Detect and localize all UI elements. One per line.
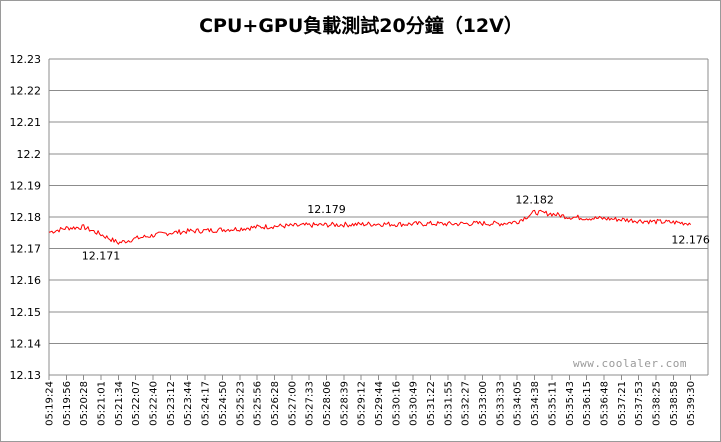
x-tick-label: 05:39:30: [686, 381, 697, 426]
x-tick-label: 05:23:44: [183, 381, 194, 426]
x-tick-label: 05:29:44: [374, 381, 385, 426]
watermark: www.coolaler.com: [573, 357, 687, 370]
x-tick-label: 05:27:33: [305, 381, 316, 426]
y-axis-ticks: 12.1312.1412.1512.1612.1712.1812.1912.21…: [10, 53, 42, 382]
x-axis-ticks: 05:19:24 05:19:56 05:20:28 05:21:01 05:21:34…: [45, 375, 697, 426]
x-tick-label: 05:25:56: [253, 381, 264, 426]
x-tick-label: 05:37:21: [617, 381, 628, 426]
x-tick-label: 05:20:28: [79, 381, 90, 426]
x-tick-label: 05:26:28: [270, 381, 281, 426]
x-tick-label: 05:30:49: [409, 381, 420, 426]
x-tick-label: 05:35:43: [565, 381, 576, 426]
y-tick-label: 12.17: [10, 243, 42, 256]
x-tick-label: 05:24:50: [218, 381, 229, 426]
y-tick-label: 12.13: [10, 369, 42, 382]
watermark-text: www.coolaler.com: [573, 357, 687, 370]
x-tick-label: 05:23:12: [166, 381, 177, 426]
y-tick-label: 12.2: [17, 148, 42, 161]
x-tick-label: 05:34:05: [513, 381, 524, 426]
x-tick-label: 05:33:00: [478, 381, 489, 426]
x-tick-label: 05:22:07: [131, 381, 142, 426]
x-tick-label: 05:29:12: [357, 381, 368, 426]
x-tick-label: 05:32:27: [461, 381, 472, 426]
x-tick-label: 05:28:39: [339, 381, 350, 426]
x-tick-label: 05:38:58: [669, 381, 680, 426]
chart-title: CPU+GPU負載測試20分鐘（12V）: [199, 14, 523, 37]
y-tick-label: 12.23: [10, 53, 42, 66]
x-tick-label: 05:31:55: [443, 381, 454, 426]
y-tick-label: 12.22: [10, 85, 42, 98]
x-tick-label: 05:37:53: [634, 381, 645, 426]
x-tick-label: 05:34:38: [530, 381, 541, 426]
x-tick-label: 05:35:11: [547, 381, 558, 426]
x-tick-label: 05:27:00: [287, 381, 298, 426]
x-tick-label: 05:33:33: [495, 381, 506, 426]
x-tick-label: 05:36:15: [582, 381, 593, 426]
x-tick-label: 05:25:23: [235, 381, 246, 426]
data-label: 12.171: [82, 249, 121, 262]
x-tick-label: 05:36:48: [599, 381, 610, 426]
x-tick-label: 05:21:01: [97, 381, 108, 426]
y-tick-label: 12.16: [10, 274, 42, 287]
data-labels: 12.171 12.179 12.182 12.176: [82, 194, 710, 263]
y-tick-label: 12.15: [10, 306, 42, 319]
x-tick-label: 05:21:34: [114, 381, 125, 426]
x-tick-label: 05:31:22: [426, 381, 437, 426]
y-tick-label: 12.18: [10, 211, 42, 224]
data-label: 12.182: [515, 194, 554, 207]
x-tick-label: 05:24:17: [201, 381, 212, 426]
y-tick-label: 12.14: [10, 337, 42, 350]
x-tick-label: 05:19:56: [62, 381, 73, 426]
x-tick-label: 05:22:40: [149, 381, 160, 426]
y-tick-label: 12.19: [10, 179, 42, 192]
series-line: [48, 209, 692, 245]
data-label: 12.179: [307, 203, 346, 216]
x-tick-label: 05:30:16: [391, 381, 402, 426]
x-tick-label: 05:38:25: [651, 381, 662, 426]
x-tick-label: 05:19:24: [45, 381, 56, 426]
data-label: 12.176: [671, 234, 710, 247]
series-layer: [48, 209, 692, 245]
x-tick-label: 05:28:06: [322, 381, 333, 426]
y-tick-label: 12.21: [10, 116, 42, 129]
grid-lines: [48, 58, 709, 376]
